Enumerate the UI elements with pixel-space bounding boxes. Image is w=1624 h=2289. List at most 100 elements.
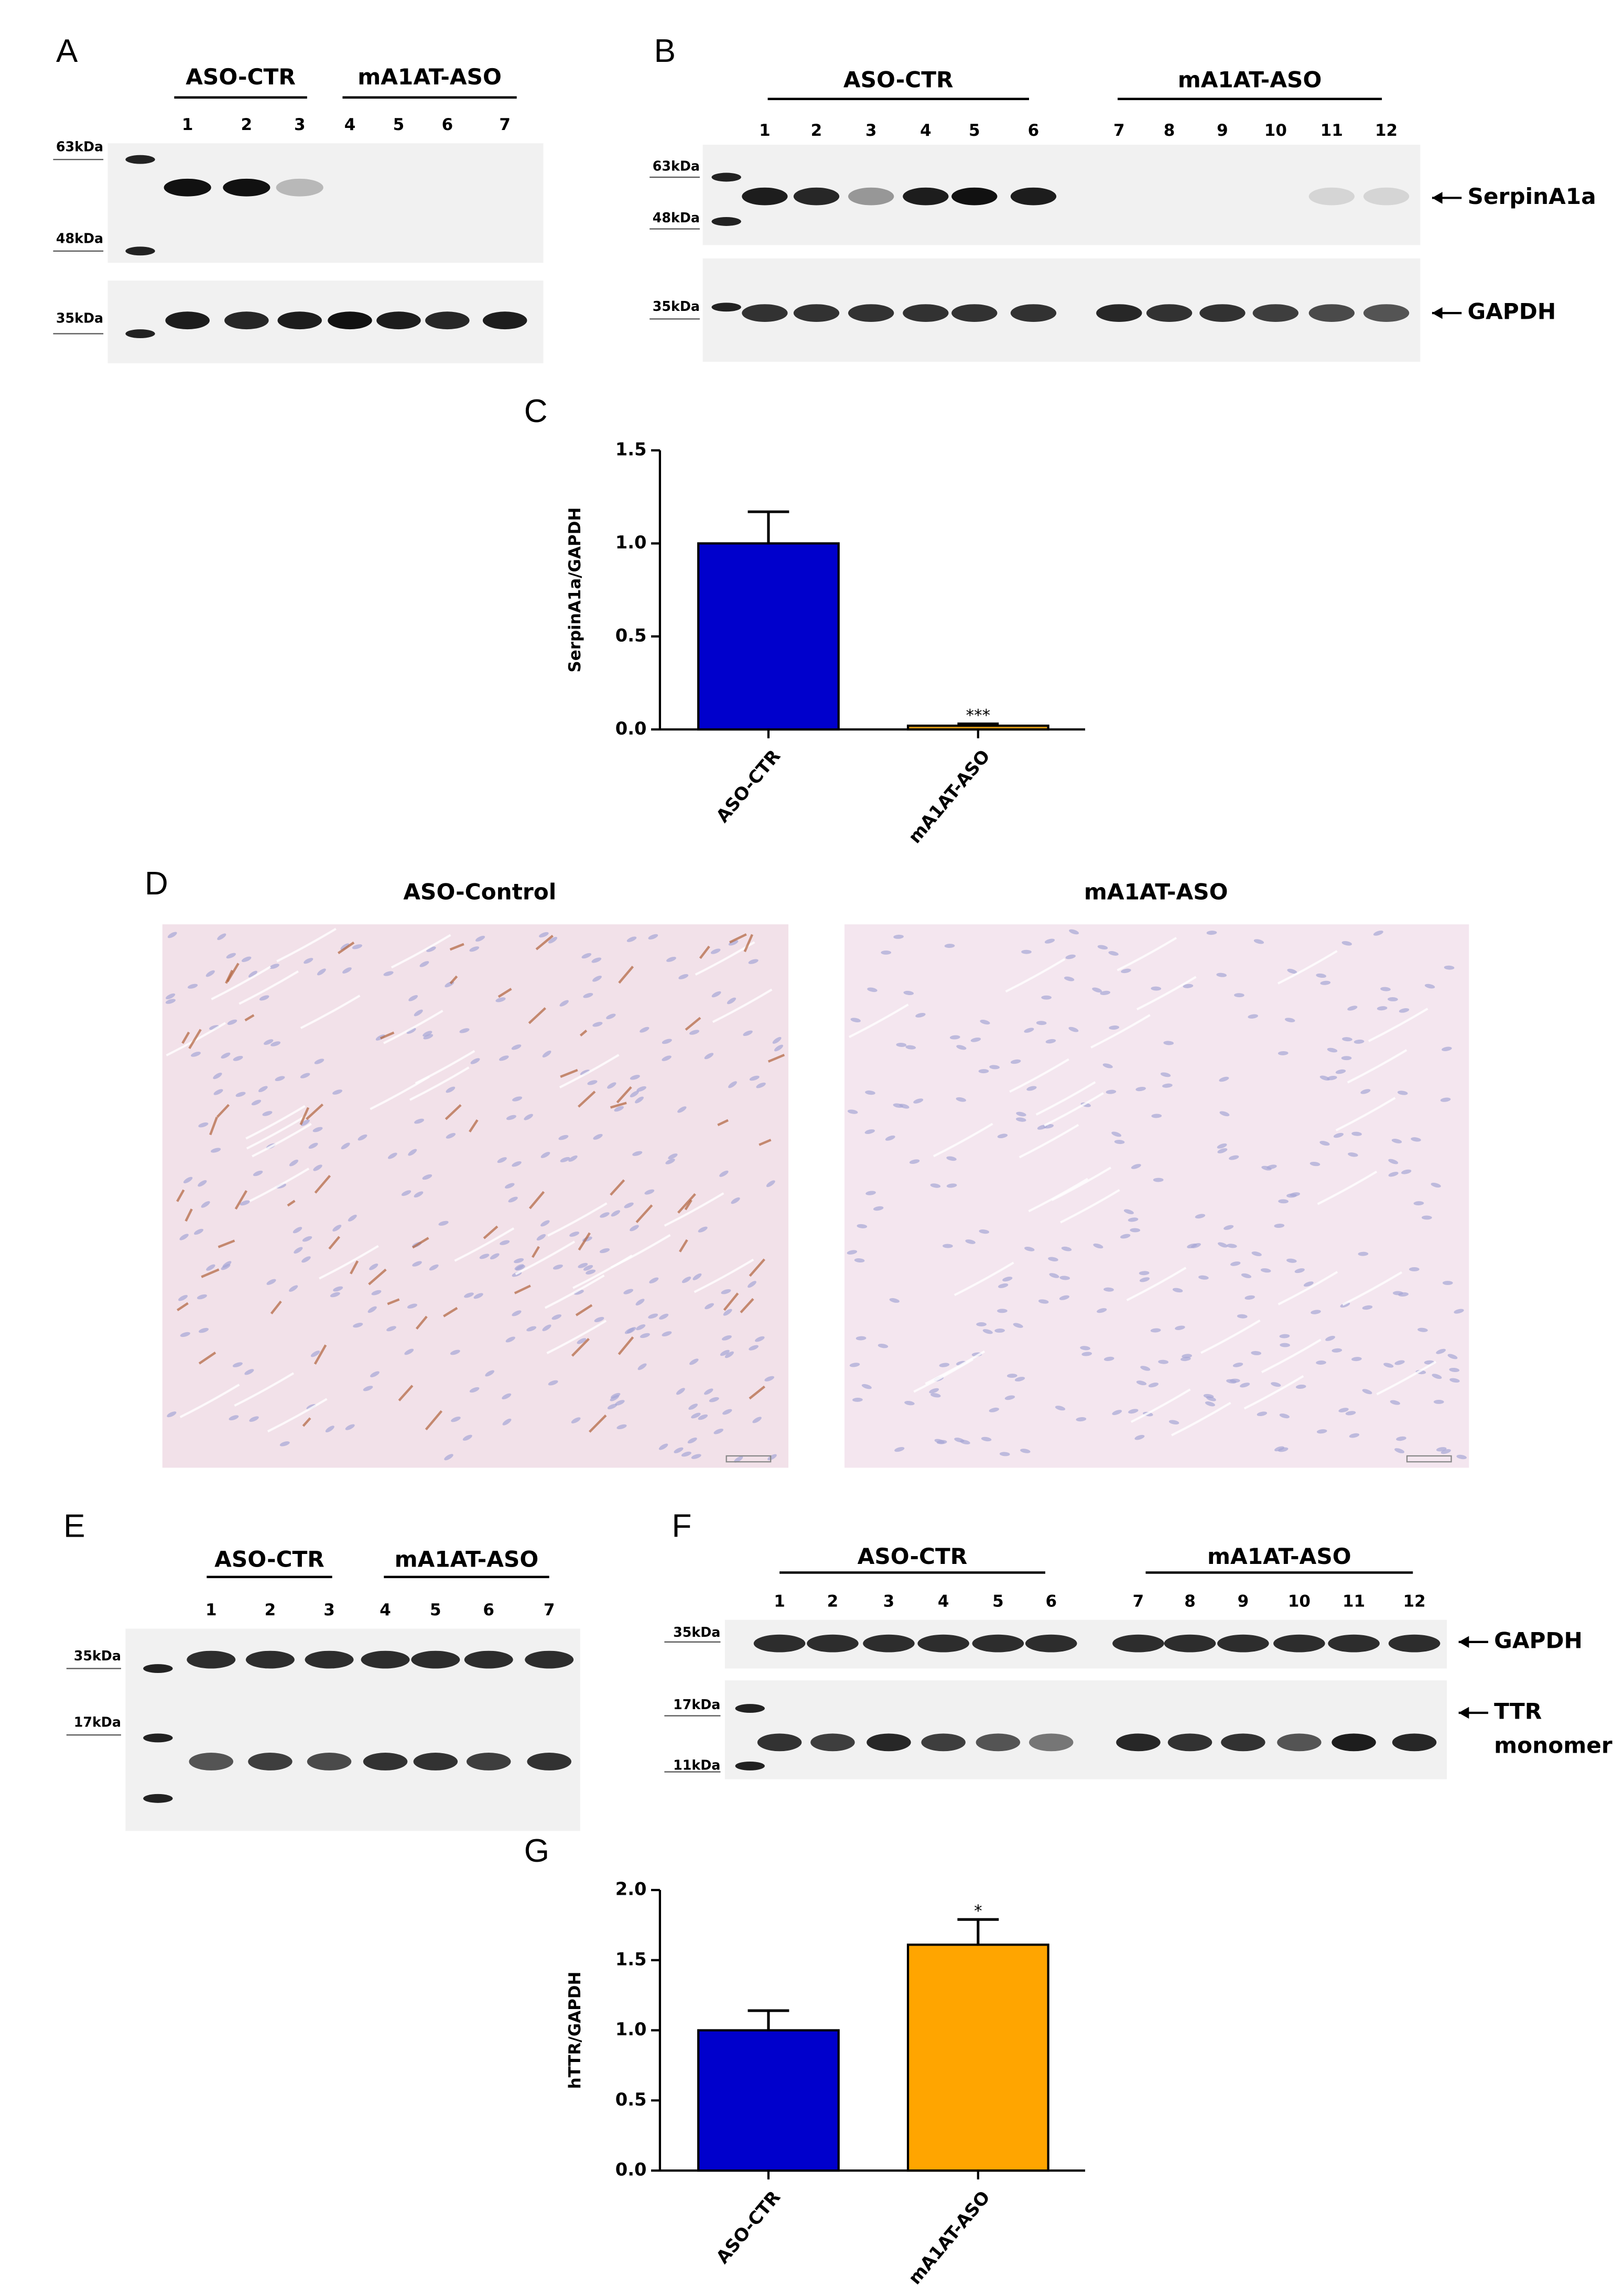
cell-nucleus [308,1142,318,1149]
cell-nucleus [668,1153,678,1160]
panel-letter: E [63,1508,85,1544]
target-label: SerpinA1a [1467,183,1596,209]
lane-number: 10 [1264,121,1287,140]
cell-nucleus [264,1039,274,1045]
cell-nucleus [211,1148,221,1153]
cell-nucleus [206,1264,215,1271]
protein-band [1112,1634,1164,1653]
cell-nucleus [414,1118,424,1124]
cell-nucleus [1351,1131,1362,1136]
cell-nucleus [1261,1165,1272,1171]
cell-nucleus [867,987,878,992]
cell-nucleus [728,1081,737,1088]
stain [337,941,355,954]
fiber [249,1168,310,1202]
cell-nucleus [1120,1234,1131,1239]
panel-letter: F [672,1508,691,1544]
lane-number: 8 [1164,121,1175,140]
cell-nucleus [1411,1137,1421,1142]
cell-nucleus [191,1052,201,1057]
cell-nucleus [636,1324,646,1331]
fiber [1117,937,1177,971]
cell-nucleus [1432,1374,1442,1379]
cell-nucleus [446,1133,456,1139]
fiber [913,1358,973,1393]
group-label: ASO-CTR [214,1546,324,1572]
cell-nucleus [1139,1277,1150,1282]
cell-nucleus [1316,1429,1327,1434]
protein-band [1363,187,1410,206]
fiber [547,1202,608,1237]
cell-nucleus [512,1161,522,1167]
cell-nucleus [1286,1258,1297,1263]
lane-number: 3 [865,121,877,140]
cell-nucleus [289,1285,298,1292]
cell-nucleus [180,1332,190,1337]
cell-nucleus [1251,1251,1262,1257]
bar [906,725,1049,731]
cell-nucleus [600,1212,610,1218]
cell-nucleus [1422,1215,1432,1220]
cell-nucleus [198,1122,209,1128]
cell-nucleus [1103,1287,1114,1292]
stain [234,1190,248,1210]
cell-nucleus [592,1022,603,1027]
stain [209,1116,218,1136]
cell-nucleus [426,946,436,952]
cell-nucleus [1436,1348,1446,1354]
cell-nucleus [341,1142,350,1150]
stain [302,1417,311,1427]
protein-band [742,187,788,206]
target-label: TTR [1494,1699,1542,1724]
cell-nucleus [1358,1251,1369,1256]
cell-nucleus [560,1157,570,1162]
cell-nucleus [1044,938,1055,944]
stain [181,1031,190,1044]
cell-nucleus [997,1133,1008,1139]
stain [759,1139,772,1146]
cell-nucleus [944,944,955,948]
cell-nucleus [348,1214,357,1222]
cell-nucleus [502,1393,512,1400]
cell-nucleus [616,1424,627,1430]
cell-nucleus [353,1323,363,1328]
stain [483,1225,499,1239]
y-tick-label: 1.5 [615,439,647,460]
cell-nucleus [734,1456,743,1463]
protein-band [793,304,840,322]
image-title: mA1AT-ASO [1084,879,1228,904]
cell-nucleus [1295,1384,1306,1389]
cell-nucleus [1351,1357,1362,1362]
protein-band [245,1650,295,1669]
cell-nucleus [1377,1006,1388,1011]
cell-nucleus [475,935,485,942]
stain [560,1068,578,1078]
fiber [267,1398,328,1433]
cell-nucleus [743,1030,753,1036]
marker-label: 48kDa [653,210,700,225]
cell-nucleus [1097,1308,1107,1313]
cell-nucleus [363,1386,373,1391]
cell-nucleus [1219,1111,1230,1117]
stain [449,975,458,985]
y-axis-label: SerpinA1a/GAPDH [566,508,584,673]
cell-nucleus [370,1371,380,1377]
cell-nucleus [314,1059,324,1064]
lane-number: 4 [920,121,932,140]
stain [412,1237,429,1249]
cell-nucleus [893,1103,904,1108]
cell-nucleus [542,1324,551,1331]
cell-nucleus [1081,1352,1092,1356]
protein-band [1010,304,1057,322]
cell-nucleus [1219,1076,1229,1082]
cell-nucleus [1102,1063,1113,1068]
cell-nucleus [332,1225,342,1232]
cell-nucleus [849,1363,860,1367]
cell-nucleus [982,1329,993,1334]
cell-nucleus [505,1183,515,1189]
cell-nucleus [939,1363,950,1367]
cell-nucleus [542,1050,551,1057]
cell-nucleus [649,1277,659,1283]
lane-number: 10 [1288,1592,1311,1611]
cell-nucleus [586,1269,596,1275]
